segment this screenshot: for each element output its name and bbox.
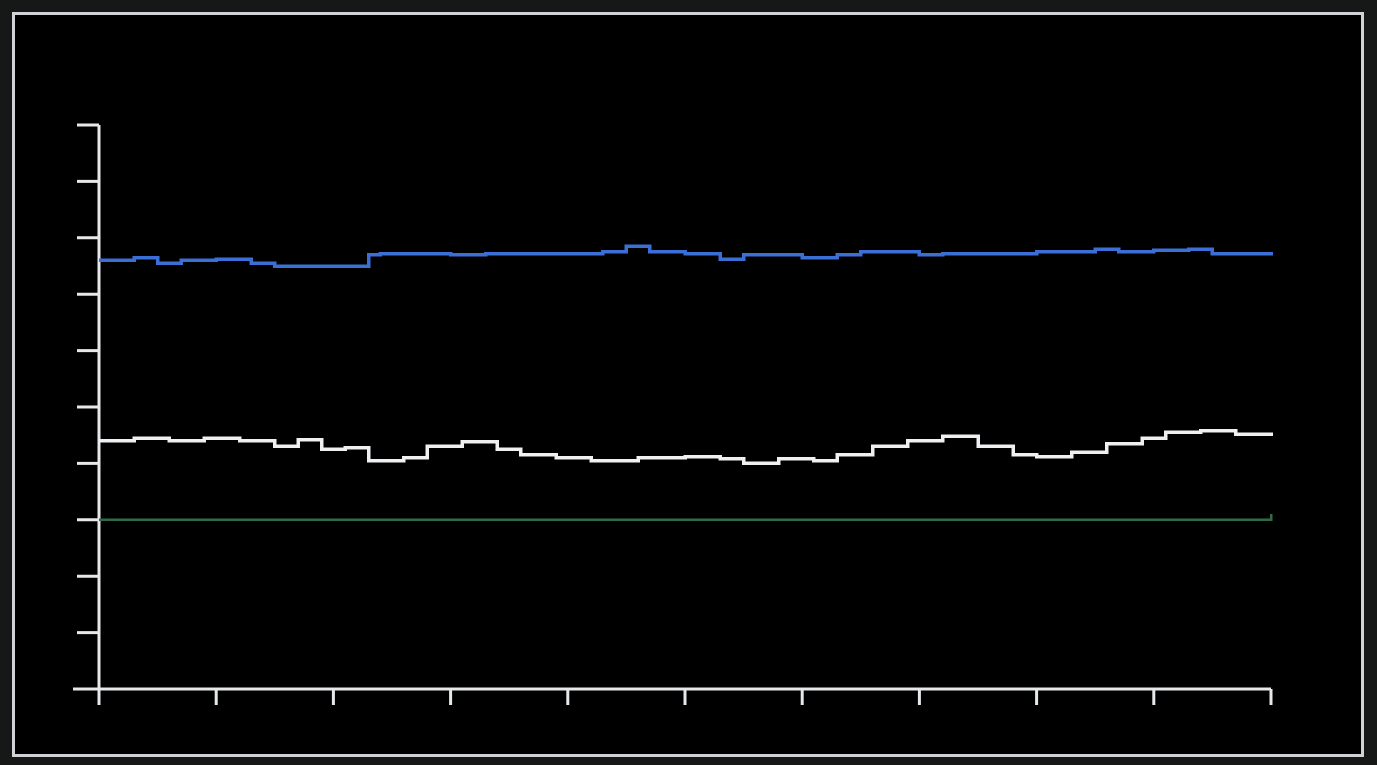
monitor-screen (12, 12, 1364, 757)
series-line-2 (99, 428, 1273, 466)
chart-series-layer (99, 244, 1273, 522)
chart (73, 123, 1273, 705)
series-line-3 (99, 514, 1273, 522)
chart-axes (73, 123, 1273, 705)
series-line-1 (99, 244, 1273, 268)
